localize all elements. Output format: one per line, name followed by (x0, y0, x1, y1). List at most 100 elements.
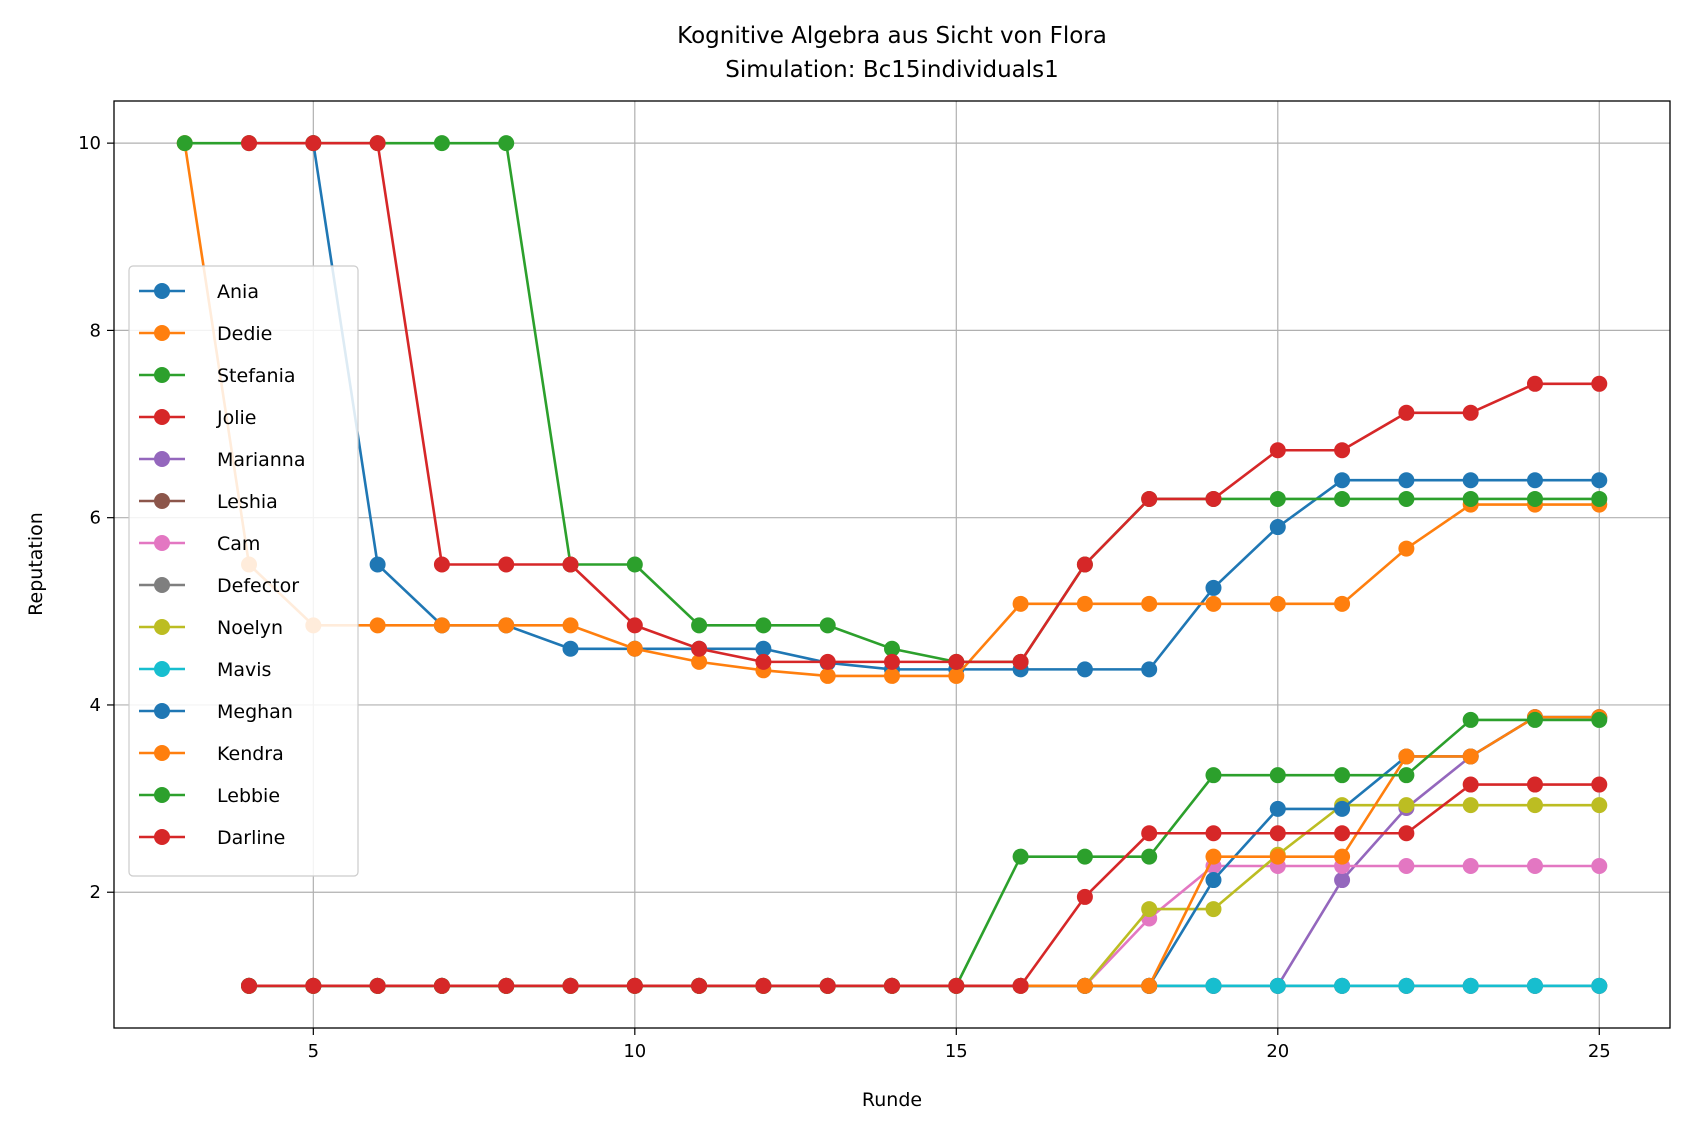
legend: Ania Dedie Stefania Jolie Marianna Leshia Cam D… (128, 265, 359, 877)
legend-item-jolie: Jolie (139, 407, 256, 429)
legend-swatch-marker (154, 535, 170, 551)
legend-label: Lebbie (217, 785, 280, 807)
data-point-jolie (884, 653, 900, 670)
data-point-mavis (1205, 977, 1222, 994)
data-point-noelyn (1398, 797, 1415, 814)
data-point-dedie (1334, 595, 1351, 612)
data-point-ania (1141, 661, 1158, 678)
legend-item-stefania: Stefania (139, 365, 296, 387)
data-point-stefania (884, 640, 900, 657)
legend-swatch-marker (154, 493, 170, 509)
plot-frame (113, 100, 1671, 1029)
data-point-jolie (819, 653, 836, 670)
legend-label: Stefania (217, 365, 296, 387)
legend-label: Mavis (217, 659, 271, 681)
series-line-jolie (249, 141, 1600, 664)
x-tick-label: 10 (623, 1041, 646, 1062)
data-point-jolie (498, 556, 515, 573)
data-point-kendra (1269, 848, 1286, 865)
data-point-lebbie (1076, 848, 1093, 865)
legend-item-lebbie: Lebbie (139, 785, 280, 807)
data-point-ania (1462, 472, 1479, 489)
data-point-ania (1591, 472, 1608, 489)
legend-label: Meghan (217, 701, 293, 723)
data-point-dedie (1076, 595, 1093, 612)
data-point-jolie (1591, 375, 1608, 392)
legend-label: Marianna (217, 449, 306, 471)
series-line-darline (249, 783, 1600, 988)
data-point-ania (1526, 472, 1543, 489)
legend-label: Leshia (217, 491, 278, 513)
data-point-dedie (498, 617, 515, 634)
data-point-meghan (1269, 800, 1286, 817)
data-point-lebbie (1526, 711, 1543, 728)
data-point-lebbie (1591, 711, 1608, 728)
legend-swatch-marker (154, 283, 170, 299)
legend-swatch-marker (154, 451, 170, 467)
data-point-jolie (369, 135, 386, 152)
legend-label: Defector (217, 575, 299, 597)
data-point-jolie (1269, 442, 1286, 459)
data-point-jolie (1205, 490, 1222, 507)
legend-swatch-marker (154, 367, 170, 383)
data-point-darline (369, 977, 386, 994)
y-tick-label: 10 (78, 133, 101, 154)
data-point-dedie (626, 640, 643, 657)
legend-swatch-marker (154, 409, 170, 425)
data-point-stefania (498, 135, 515, 152)
x-tick-label: 15 (945, 1041, 968, 1062)
data-point-darline (1462, 776, 1479, 793)
legend-item-dedie: Dedie (139, 323, 272, 345)
data-point-ania (1334, 472, 1351, 489)
data-point-stefania (176, 135, 193, 152)
data-point-stefania (1462, 490, 1479, 507)
data-point-darline (1334, 825, 1351, 842)
legend-item-defector: Defector (139, 575, 299, 597)
data-point-stefania (755, 617, 772, 634)
data-point-dedie (819, 667, 836, 684)
data-point-stefania (1334, 490, 1351, 507)
data-point-ania (1076, 661, 1093, 678)
legend-label: Kendra (217, 743, 284, 765)
y-tick-label: 4 (90, 695, 101, 716)
data-point-dedie (1012, 595, 1029, 612)
data-point-darline (1141, 825, 1158, 842)
data-point-darline (1591, 776, 1608, 793)
data-point-jolie (305, 135, 322, 152)
data-point-lebbie (1012, 848, 1029, 865)
data-point-kendra (1462, 748, 1479, 765)
data-point-cam (1591, 858, 1608, 875)
legend-swatch-marker (154, 745, 170, 761)
data-point-dedie (884, 667, 900, 684)
data-point-dedie (1398, 540, 1415, 557)
data-point-darline (241, 977, 258, 994)
legend-item-kendra: Kendra (139, 743, 284, 765)
data-point-dedie (1269, 595, 1286, 612)
data-point-kendra (1334, 848, 1351, 865)
data-point-ania (562, 640, 579, 657)
data-point-dedie (1141, 595, 1158, 612)
chart-subtitle: Simulation: Bc15individuals1 (725, 57, 1059, 83)
legend-item-mavis: Mavis (139, 659, 271, 681)
data-point-noelyn (1591, 797, 1608, 814)
data-point-darline (755, 977, 772, 994)
data-point-mavis (1398, 977, 1415, 994)
series-jolie (241, 135, 1608, 670)
data-point-jolie (241, 135, 258, 152)
data-point-darline (433, 977, 450, 994)
data-point-darline (305, 977, 322, 994)
data-point-darline (819, 977, 836, 994)
data-point-jolie (1526, 375, 1543, 392)
x-tick-label: 20 (1266, 1041, 1289, 1062)
data-point-jolie (1012, 653, 1029, 670)
data-point-stefania (1526, 490, 1543, 507)
data-point-stefania (626, 556, 643, 573)
data-point-darline (1076, 888, 1093, 905)
data-point-jolie (755, 653, 772, 670)
legend-item-leshia: Leshia (139, 491, 278, 513)
data-point-jolie (1141, 490, 1158, 507)
data-point-darline (948, 977, 965, 994)
axis-ticks: 5 10 15 20 25 2 4 6 8 10 (78, 133, 1611, 1062)
data-point-jolie (1398, 404, 1415, 421)
